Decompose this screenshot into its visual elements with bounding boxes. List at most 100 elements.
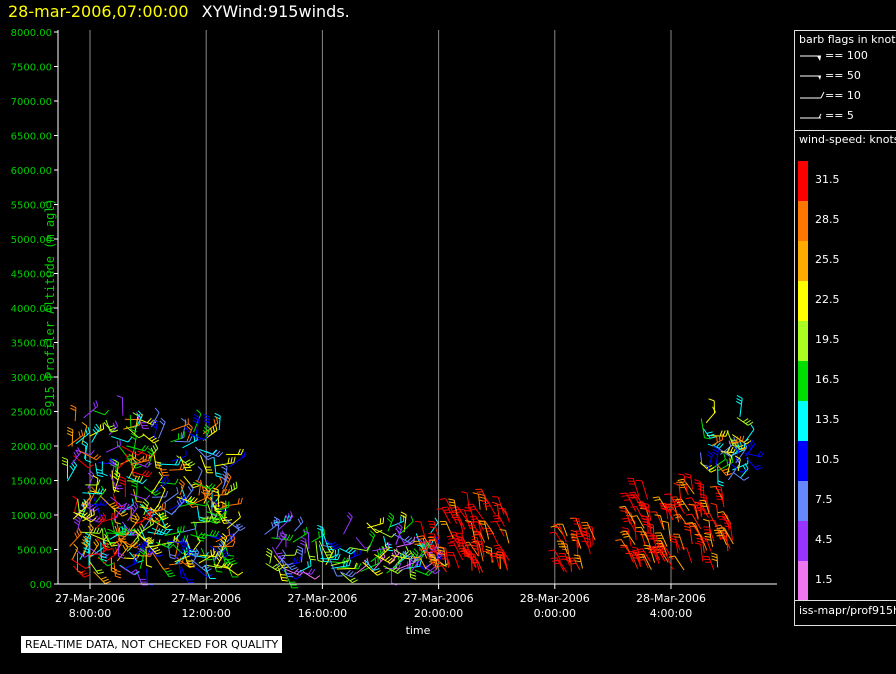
wind-barb [414,569,433,576]
wind-barb [89,422,105,437]
wind-barb [673,513,687,525]
wind-barb [669,537,679,553]
wind-barb [226,448,244,456]
wind-barb [664,493,676,505]
wind-barb [660,504,669,520]
wind-barb [221,497,243,507]
wind-barb [367,517,385,529]
wind-barb [303,571,321,580]
wind-barb [713,529,728,546]
speed-colorbar: wind-speed: knots 31.5 28.5 25.5 22.5 19.5 16… [794,130,896,601]
wind-barb [694,542,704,562]
wind-barb [278,555,298,571]
quality-warning: REAL-TIME DATA, NOT CHECKED FOR QUALITY [20,635,284,654]
wind-barb [339,569,357,578]
wind-barb [304,541,317,561]
wind-barb [273,516,280,540]
y-axis-label: 915 Profiler Altitude (m agl) [43,198,57,408]
wind-barb [167,540,177,560]
wind-barb [398,560,412,572]
wind-barb [85,523,94,541]
wind-barb [169,463,186,471]
y-tick-label: 6500.00 [11,132,52,143]
wind-barb [318,544,330,563]
x-axis-label: time [406,624,431,637]
wind-barb [285,556,302,566]
wind-barb [457,545,470,558]
wind-barb [88,560,104,575]
wind-barb [615,538,629,551]
wind-barb [490,520,505,537]
wind-barb [726,452,733,475]
wind-barb [108,459,116,480]
wind-barb [728,435,745,444]
wind-barb [469,515,485,531]
wind-barb [105,419,117,432]
wind-barb [278,511,294,531]
wind-barb [196,466,203,482]
wind-barb [302,530,310,550]
wind-barb [214,412,221,431]
y-tick-label: 2000.00 [11,442,52,453]
wind-barb [276,549,287,567]
wind-barb [464,507,475,524]
wind-barb [703,526,715,542]
wind-barb [138,547,146,569]
wind-barb [439,520,454,539]
x-tick-date: 27-Mar-2006 [171,592,241,605]
wind-barb [677,473,689,495]
wind-barb [70,404,77,422]
barb-legend-5: == 5 [795,106,896,126]
wind-barb [108,420,119,436]
wind-barb [167,537,187,544]
wind-barb [143,508,155,529]
x-tick-time: 0:00:00 [534,607,576,620]
wind-barb [221,470,229,489]
wind-barb [151,527,171,535]
wind-barb [190,515,212,524]
wind-barb [82,488,104,495]
title-product: XYWind:915winds. [201,2,350,21]
wind-barb [318,540,334,559]
x-tick-date: 27-Mar-2006 [404,592,474,605]
wind-barb [202,424,211,441]
wind-barb [336,562,358,570]
wind-barb [581,540,591,555]
y-tick-label: 5500.00 [11,201,52,212]
wind-barb [105,439,121,453]
wind-barb [130,454,151,465]
wind-barb [100,542,108,562]
wind-barb [370,545,385,563]
wind-barb [570,529,580,548]
wind-barb [620,546,635,563]
wind-barb [449,531,461,546]
wind-barb [147,543,163,555]
wind-barb [206,511,226,517]
x-tick-date: 27-Mar-2006 [287,592,357,605]
wind-barb [328,558,343,577]
wind-barb [636,548,651,562]
wind-barb [72,500,88,520]
wind-barb [85,479,101,486]
wind-barb [72,543,79,560]
wind-barb [718,515,730,529]
speed-colorbar-title: wind-speed: knots [799,133,896,146]
wind-barb [708,398,715,414]
wind-barb [641,518,652,533]
wind-barb [158,459,182,466]
wind-barb [112,459,119,477]
wind-barb [193,491,209,505]
wind-barb [148,442,159,459]
wind-barb [292,527,309,543]
wind-barb [717,466,724,487]
wind-barb [399,556,416,569]
y-tick-label: 7500.00 [11,63,52,74]
wind-barb [496,551,508,566]
wind-barb [226,523,240,543]
y-tick-label: 4500.00 [11,270,52,281]
wind-barb [164,525,185,537]
wind-barb [668,535,681,551]
wind-barb [152,552,170,570]
wind-barb [69,528,82,547]
wind-barb [460,549,477,569]
